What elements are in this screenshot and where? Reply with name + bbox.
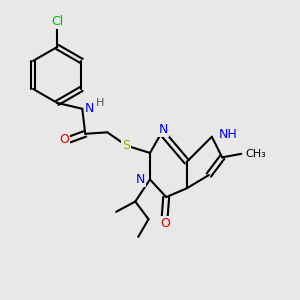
Text: Cl: Cl bbox=[51, 15, 63, 28]
Text: N: N bbox=[85, 102, 94, 115]
Text: S: S bbox=[122, 139, 130, 152]
Text: NH: NH bbox=[218, 128, 237, 141]
Text: CH₃: CH₃ bbox=[246, 149, 266, 159]
Text: N: N bbox=[159, 124, 168, 136]
Text: O: O bbox=[160, 217, 170, 230]
Text: H: H bbox=[95, 98, 104, 109]
Text: O: O bbox=[59, 133, 69, 146]
Text: N: N bbox=[135, 173, 145, 186]
